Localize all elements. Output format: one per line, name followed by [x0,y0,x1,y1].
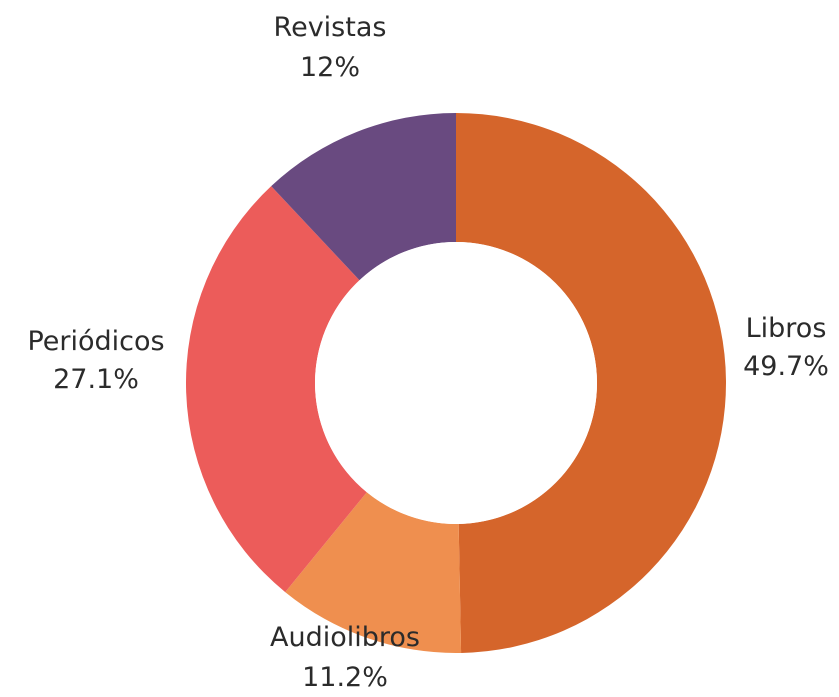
slice-label-revistas: Revistas [274,12,387,43]
slice-label-audiolibros: Audiolibros [270,622,420,653]
slice-label-periodicos: Periódicos [27,326,164,357]
donut-hole [315,242,597,524]
slice-label-libros: Libros [746,313,827,344]
donut-slice-periodicos [185,186,367,593]
slice-value-libros: 49.7% [743,351,829,382]
donut-slice-audiolibros [285,492,462,653]
donut-slice-libros [456,113,726,653]
slice-value-periodicos: 27.1% [53,364,139,395]
donut-slices [185,113,726,653]
slice-value-revistas: 12% [300,52,360,83]
donut-slice-revistas [271,113,456,281]
slice-value-audiolibros: 11.2% [302,662,388,693]
